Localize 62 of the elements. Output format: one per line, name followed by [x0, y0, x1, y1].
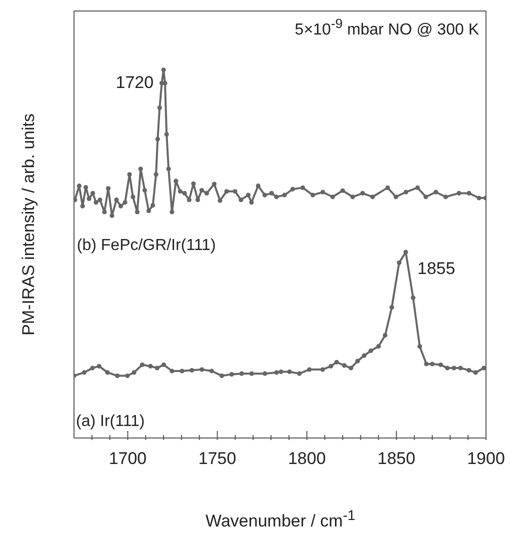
- point: [382, 333, 388, 338]
- x-tick-label: 1700: [108, 449, 147, 468]
- point: [262, 371, 268, 376]
- point: [362, 353, 366, 358]
- point: [368, 348, 374, 354]
- point: [115, 373, 120, 378]
- point: [424, 362, 429, 366]
- point: [417, 344, 422, 349]
- point: [105, 370, 110, 375]
- x-axis-title: Wavenumber / cm$^{-1}$: [204, 508, 356, 532]
- point: [229, 372, 234, 377]
- point: [170, 368, 174, 374]
- point: [403, 250, 408, 254]
- point: [278, 369, 284, 374]
- point: [209, 368, 214, 374]
- point: [140, 362, 145, 368]
- point: [389, 305, 394, 310]
- text: (a) Ir(111): [76, 412, 145, 430]
- point: [90, 366, 95, 370]
- point: [132, 370, 136, 375]
- point: [482, 366, 486, 370]
- point: [328, 364, 334, 369]
- point: [334, 360, 339, 364]
- point: [342, 363, 347, 368]
- point: [438, 362, 443, 368]
- point: [274, 370, 279, 375]
- point: [190, 368, 194, 373]
- point: [297, 371, 302, 376]
- point: [219, 373, 224, 378]
- x-tick-label: 1750: [198, 449, 236, 468]
- point: [355, 358, 360, 364]
- point: [445, 366, 450, 370]
- x-tick-label: 1800: [288, 449, 326, 468]
- point: [200, 367, 204, 372]
- point: [396, 260, 402, 266]
- point: [466, 368, 472, 373]
- text: 5×10$^{-9}$ mbar NO @ 300 K: [294, 16, 479, 40]
- point: [410, 295, 416, 300]
- point: [148, 364, 153, 369]
- point: [287, 369, 292, 374]
- point: [82, 370, 87, 375]
- point: [473, 370, 478, 375]
- x-tick-label: 1900: [467, 449, 505, 468]
- point: [452, 366, 456, 370]
- x-tick-label: 1850: [378, 449, 416, 468]
- point: [430, 362, 435, 366]
- point: [249, 371, 254, 376]
- point: [458, 366, 463, 370]
- point: [307, 367, 312, 372]
- y-axis-title: PM-IRAS intensity / arb. units: [19, 113, 38, 336]
- series-label: (b) FePc/GR/Ir(111): [76, 236, 216, 254]
- point: [96, 364, 102, 369]
- point: [161, 362, 166, 368]
- point: [348, 366, 354, 370]
- point: [180, 368, 184, 374]
- point: [320, 367, 325, 372]
- point: [376, 344, 381, 349]
- annotation: 1855: [417, 259, 456, 278]
- annotation: 1720: [116, 72, 154, 92]
- point: [154, 366, 160, 370]
- point: [239, 371, 244, 376]
- point: [125, 373, 130, 378]
